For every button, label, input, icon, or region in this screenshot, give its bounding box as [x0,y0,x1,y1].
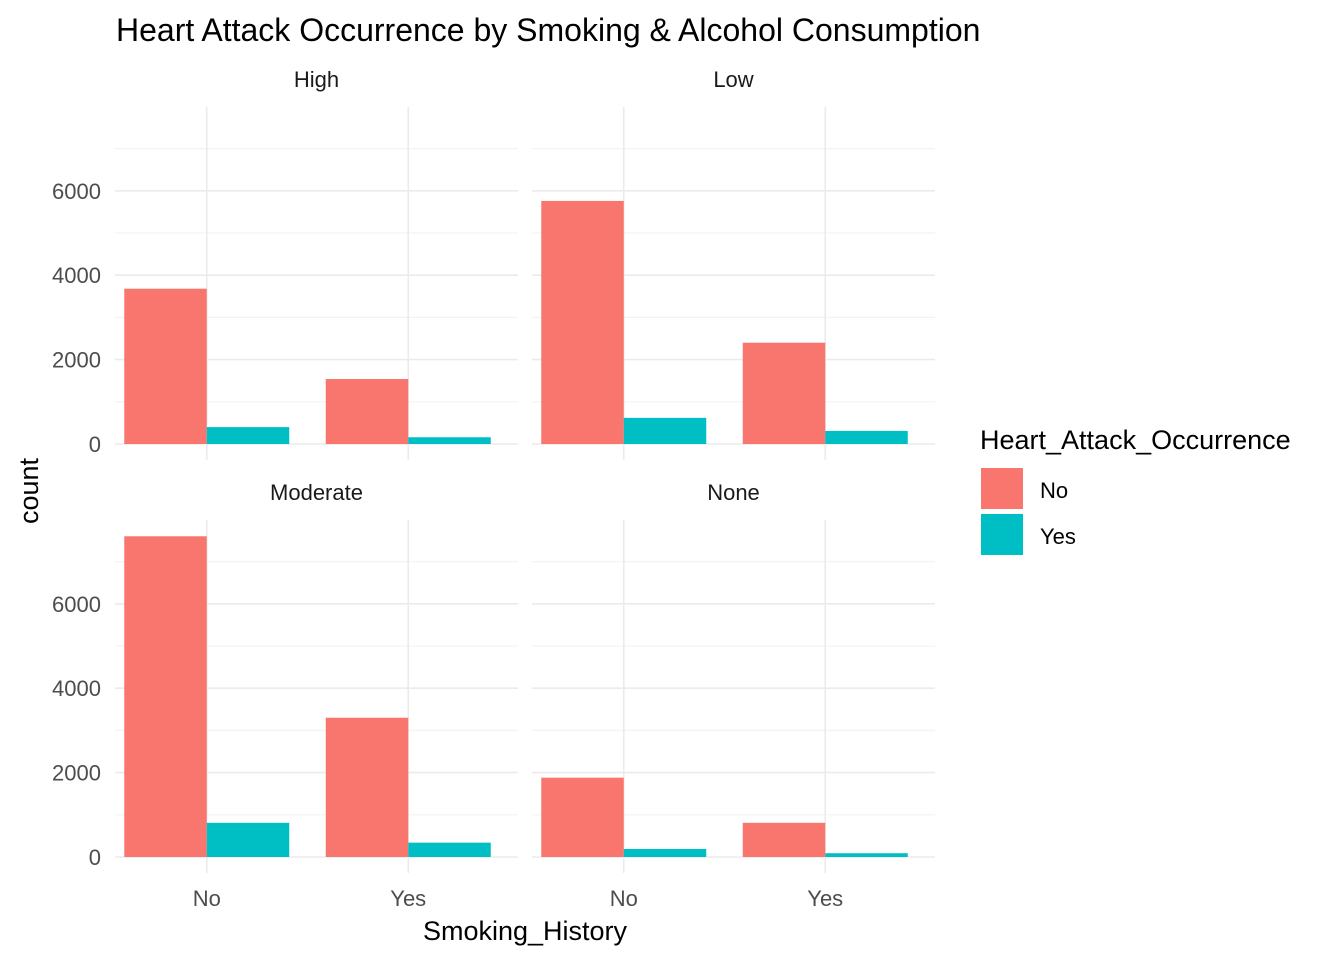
x-tick-label: No [193,886,221,911]
bar-none-no-no [541,777,624,857]
y-tick-label: 2000 [52,761,101,786]
legend-swatch-no [981,468,1023,509]
legend-entries: No Yes [981,468,1076,555]
bar-none-yes-yes [825,853,908,857]
bar-high-yes-no [325,379,409,444]
legend-label-no: No [1040,478,1068,503]
bar-none-yes-no [742,822,826,857]
y-tick-label: 6000 [52,179,101,204]
facet-panels: High 0 2000 4000 6000 Low Moderate 0 2000 4000 600… [52,67,935,911]
chart-title: Heart Attack Occurrence by Smoking & Alc… [116,12,980,48]
y-tick-label: 0 [89,432,101,457]
bar-moderate-no-no [124,536,207,857]
x-axis-title: Smoking_History [423,916,628,946]
facet-strip-label: Low [713,67,753,92]
y-tick-label: 2000 [52,348,101,373]
bar-low-no-yes [623,417,707,444]
axes: Smoking_History count [14,457,628,946]
bar-high-no-yes [206,427,290,444]
bar-high-yes-yes [408,437,491,444]
bar-high-no-no [124,288,207,444]
legend-swatch-yes [981,514,1023,555]
x-tick-label: No [610,886,638,911]
x-tick-label: Yes [390,886,426,911]
bar-none-no-yes [623,848,707,857]
facet-panel-none: None No Yes [532,480,935,911]
bar-low-yes-yes [825,430,908,444]
facet-panel-low: Low [532,67,935,460]
legend-title: Heart_Attack_Occurrence [980,425,1291,455]
facet-panel-high: High 0 2000 4000 6000 [52,67,518,460]
facet-strip-label: None [707,480,760,505]
facet-strip-label: High [294,67,339,92]
bar-low-yes-no [742,342,826,444]
y-tick-label: 4000 [52,263,101,288]
y-tick-label: 0 [89,845,101,870]
facet-panel-moderate: Moderate 0 2000 4000 6000 No Yes [52,480,518,911]
legend: Heart_Attack_Occurrence No Yes [980,425,1291,555]
bar-moderate-yes-yes [408,842,491,857]
y-tick-label: 6000 [52,592,101,617]
bar-low-no-no [541,200,624,444]
y-tick-label: 4000 [52,676,101,701]
x-tick-label: Yes [807,886,843,911]
y-axis-title: count [14,457,44,524]
legend-label-yes: Yes [1040,524,1076,549]
bar-moderate-yes-no [325,717,409,857]
bar-moderate-no-yes [206,822,290,857]
facet-strip-label: Moderate [270,480,363,505]
